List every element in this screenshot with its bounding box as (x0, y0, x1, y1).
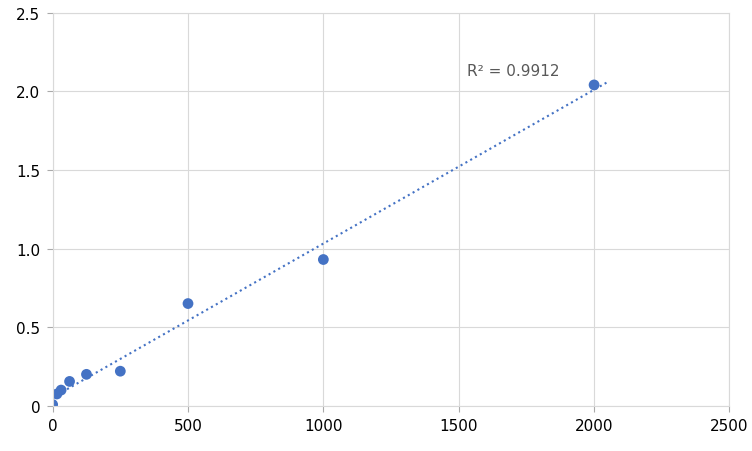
Point (55, 387, 67, 394)
Point (317, 256, 329, 263)
Point (47, 401, 59, 408)
Point (182, 300, 194, 308)
Point (51, 391, 63, 398)
Point (588, 82, 600, 89)
Point (80, 371, 92, 378)
Text: R² = 0.9912: R² = 0.9912 (467, 64, 559, 79)
Point (63, 378, 75, 385)
Point (114, 368, 126, 375)
